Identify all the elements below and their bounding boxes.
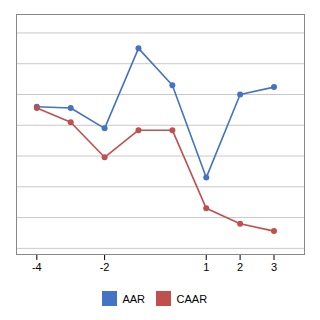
- html-text:AAR: AAR: [122, 292, 145, 305]
- svg-text:1: 1: [203, 261, 209, 273]
- svg-text:2: 2: [237, 261, 243, 273]
- svg-text:3: 3: [271, 261, 277, 273]
- svg-text:-2: -2: [100, 261, 110, 273]
- html-text:CAAR: CAAR: [176, 292, 208, 305]
- svg-text:-4: -4: [32, 261, 42, 273]
